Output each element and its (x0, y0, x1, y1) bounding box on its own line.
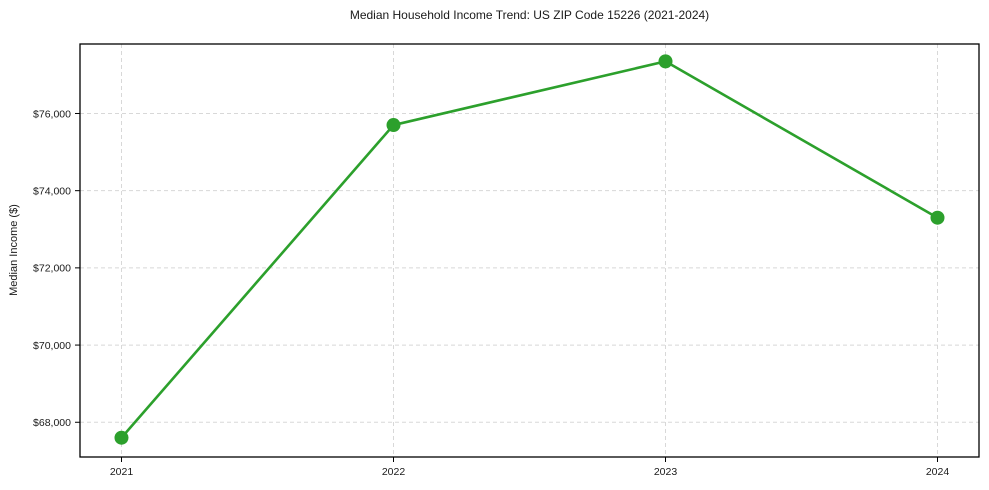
x-tick-label: 2023 (654, 466, 678, 478)
trend-line (120, 60, 939, 440)
data-point (930, 210, 945, 225)
y-tick-label: $76,000 (33, 108, 71, 120)
chart-title: Median Household Income Trend: US ZIP Co… (349, 8, 710, 22)
x-tick-label: 2022 (382, 466, 406, 478)
data-point (658, 54, 673, 69)
plot-border (79, 43, 980, 458)
data-point (114, 430, 129, 445)
y-tick-label: $70,000 (33, 340, 71, 352)
y-tick-label: $72,000 (33, 263, 71, 275)
x-tick-label: 2021 (110, 466, 134, 478)
y-tick-label: $74,000 (33, 185, 71, 197)
data-point (386, 118, 401, 133)
x-tick-label: 2024 (926, 466, 950, 478)
y-tick-label: $68,000 (33, 417, 71, 429)
